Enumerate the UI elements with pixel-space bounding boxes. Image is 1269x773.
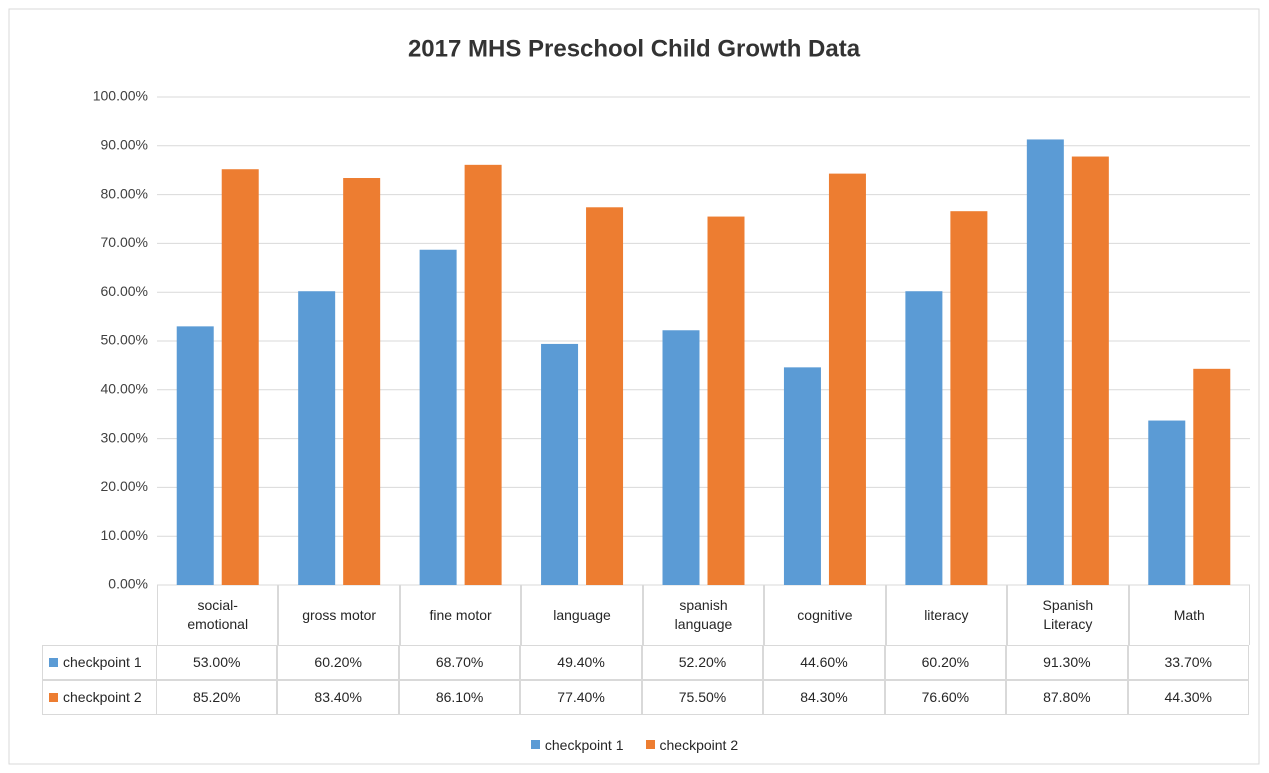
- table-value: 86.10%: [398, 680, 521, 715]
- legend-key: [49, 693, 58, 702]
- bar: [662, 330, 700, 585]
- y-tick-label: 40.00%: [101, 381, 148, 397]
- x-tick-label: cognitive: [764, 585, 886, 645]
- bar: [586, 207, 624, 585]
- table-value: 52.20%: [641, 645, 764, 680]
- bar: [1026, 139, 1064, 585]
- table-series-name: checkpoint 1: [63, 654, 142, 671]
- table-series-name: checkpoint 2: [63, 689, 142, 706]
- legend-key: [49, 658, 58, 667]
- table-value: 84.30%: [763, 680, 885, 715]
- y-tick-label: 20.00%: [101, 478, 148, 494]
- bar: [828, 173, 866, 585]
- bar: [1193, 368, 1231, 585]
- legend-item: checkpoint 2: [645, 736, 739, 755]
- chart-title: 2017 MHS Preschool Child Growth Data: [408, 35, 861, 62]
- y-tick-label: 60.00%: [101, 283, 148, 299]
- x-tick-label: social- emotional: [157, 585, 279, 645]
- bar: [707, 216, 745, 585]
- table-value: 83.40%: [277, 680, 399, 715]
- bar: [176, 326, 214, 585]
- y-tick-label: 100.00%: [93, 88, 148, 104]
- bar: [343, 178, 381, 585]
- bar: [419, 249, 457, 585]
- table-value: 49.40%: [520, 645, 642, 680]
- x-tick-label: language: [521, 585, 643, 645]
- bar: [221, 169, 259, 585]
- table-value: 77.40%: [520, 680, 642, 715]
- bar: [783, 367, 821, 585]
- table-series: checkpoint 1: [42, 645, 157, 680]
- y-tick-label: 70.00%: [101, 234, 148, 250]
- table-value: 76.60%: [884, 680, 1007, 715]
- bar: [298, 291, 336, 585]
- table-value: 85.20%: [156, 680, 278, 715]
- table-value: 87.80%: [1006, 680, 1128, 715]
- legend-key: [645, 740, 655, 750]
- table-value: 60.20%: [277, 645, 399, 680]
- y-tick-label: 50.00%: [101, 332, 148, 348]
- legend: checkpoint 1 checkpoint 2: [0, 730, 1269, 760]
- y-tick-label: 90.00%: [101, 137, 148, 153]
- bar: [1071, 156, 1109, 585]
- bar: [905, 291, 943, 585]
- x-tick-label: Math: [1128, 585, 1250, 645]
- x-tick-label: gross motor: [278, 585, 400, 645]
- table-value: 60.20%: [884, 645, 1007, 680]
- table-value: 75.50%: [641, 680, 764, 715]
- legend-item: checkpoint 1: [530, 736, 624, 755]
- table-series: checkpoint 2: [42, 680, 157, 715]
- y-tick-label: 30.00%: [101, 429, 148, 445]
- bar: [950, 211, 988, 585]
- legend-label: checkpoint 1: [544, 736, 624, 753]
- y-tick-label: 0.00%: [108, 576, 148, 592]
- table-value: 44.30%: [1127, 680, 1249, 715]
- x-tick-label: spanish language: [642, 585, 765, 645]
- table-value: 33.70%: [1127, 645, 1249, 680]
- y-tick-label: 10.00%: [101, 527, 148, 543]
- table-value: 53.00%: [156, 645, 278, 680]
- table-value: 68.70%: [398, 645, 521, 680]
- table-value: 91.30%: [1006, 645, 1128, 680]
- bar: [1148, 420, 1186, 585]
- x-tick-label: literacy: [885, 585, 1008, 645]
- y-tick-label: 80.00%: [101, 185, 148, 201]
- bar: [464, 164, 502, 585]
- table-value: 44.60%: [763, 645, 885, 680]
- chart-border: [8, 8, 1260, 765]
- x-tick-label: Spanish Literacy: [1007, 585, 1129, 645]
- legend-key: [530, 740, 540, 750]
- x-tick-label: fine motor: [399, 585, 522, 645]
- bar: [541, 343, 579, 585]
- legend-label: checkpoint 2: [659, 736, 739, 753]
